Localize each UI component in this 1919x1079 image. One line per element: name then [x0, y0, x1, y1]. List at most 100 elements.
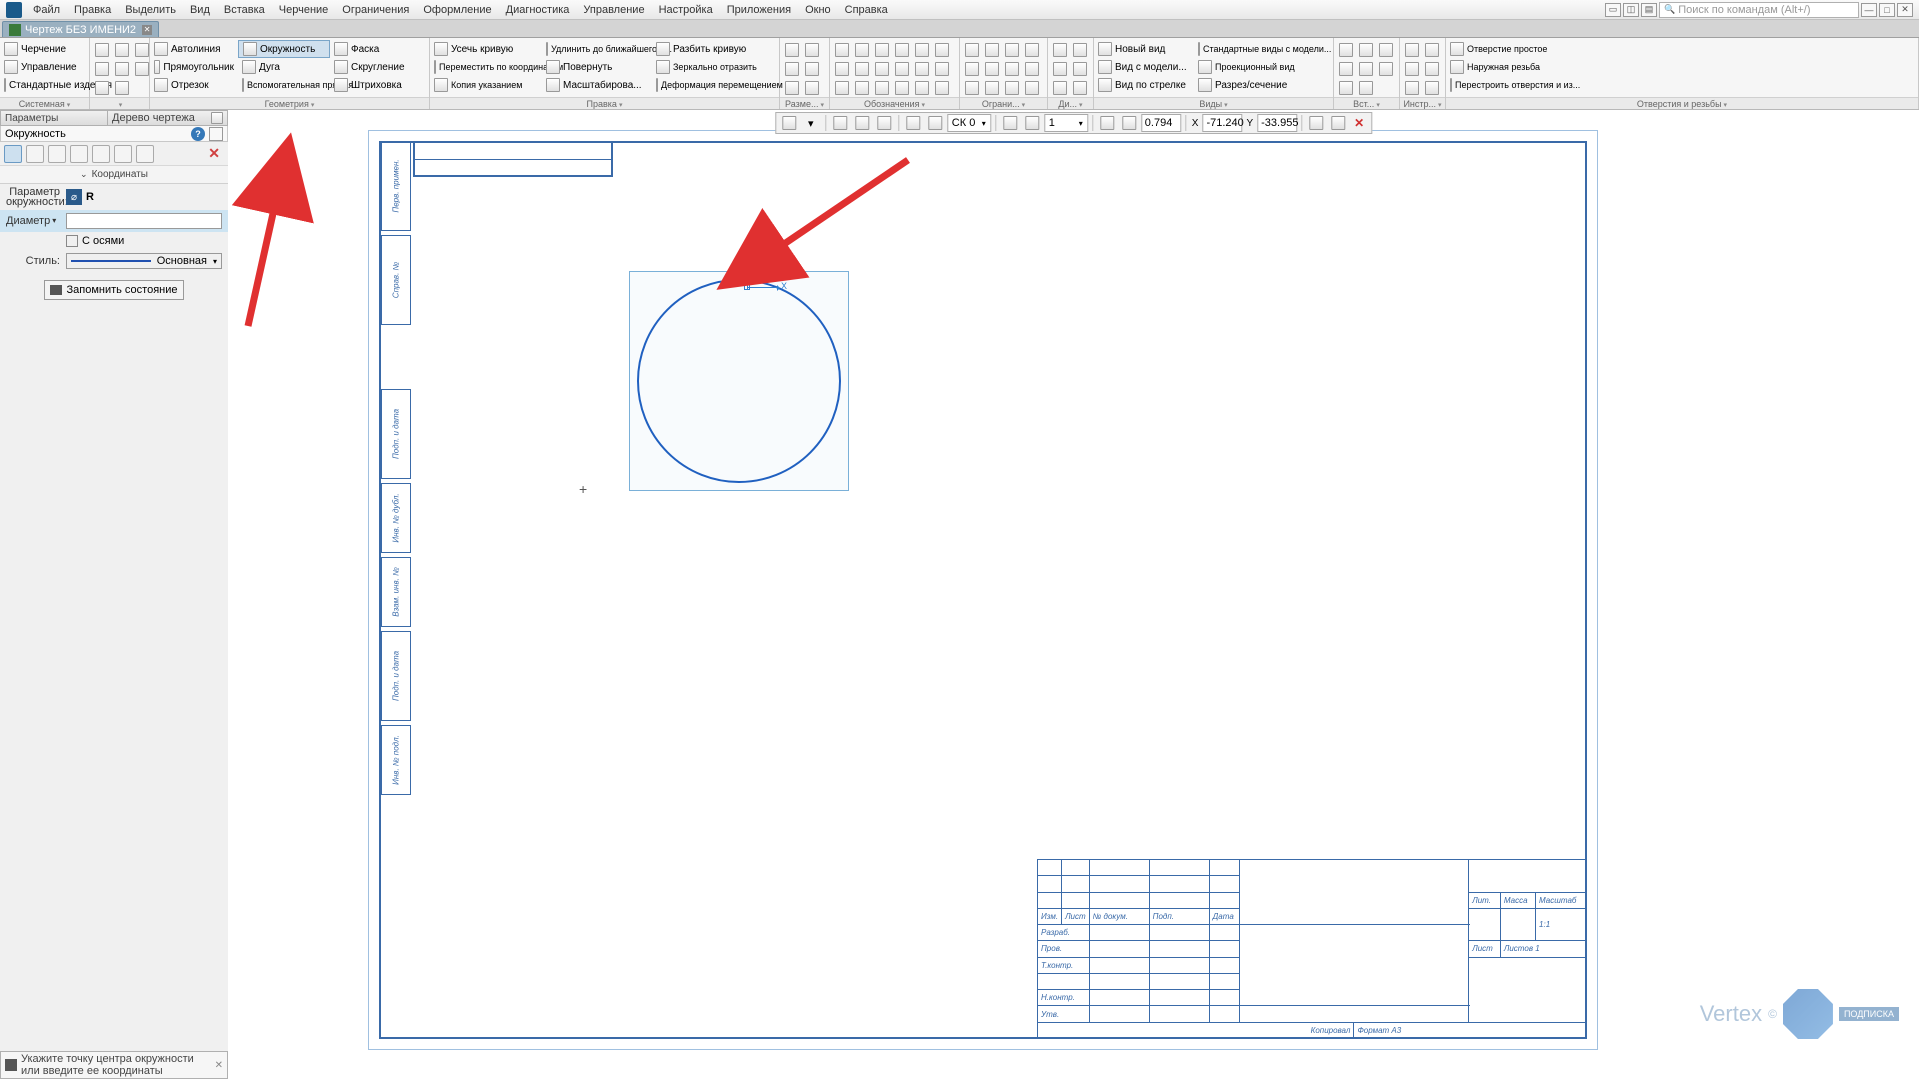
- coords-section-header[interactable]: Координаты: [0, 166, 228, 184]
- con-12[interactable]: [1022, 78, 1042, 97]
- tool-fillet[interactable]: Скругление: [330, 58, 420, 76]
- tool-segment[interactable]: Отрезок: [150, 76, 238, 94]
- menu-settings[interactable]: Настройка: [652, 2, 720, 18]
- tool-rotate[interactable]: Повернуть: [542, 58, 652, 76]
- con-9[interactable]: [962, 78, 982, 97]
- menu-file[interactable]: Файл: [26, 2, 67, 18]
- vt-zoomin[interactable]: [1119, 114, 1139, 132]
- maximize-button[interactable]: □: [1879, 3, 1895, 17]
- close-button[interactable]: ✕: [1897, 3, 1913, 17]
- con-7[interactable]: [1002, 59, 1022, 78]
- scale-combo[interactable]: 1: [1044, 114, 1088, 132]
- diag-3[interactable]: [1050, 59, 1070, 78]
- tool-arc[interactable]: Дуга: [238, 58, 330, 76]
- ann-12[interactable]: [932, 59, 952, 78]
- vt-b[interactable]: [874, 114, 894, 132]
- menu-constraints[interactable]: Ограничения: [335, 2, 416, 18]
- save-file[interactable]: [132, 40, 152, 59]
- view-model[interactable]: Вид с модели...: [1094, 58, 1194, 76]
- menu-insert[interactable]: Вставка: [217, 2, 272, 18]
- vt-a[interactable]: [852, 114, 872, 132]
- vt-pen[interactable]: [1328, 114, 1348, 132]
- mode-drawing[interactable]: Черчение: [0, 40, 90, 58]
- dim-2[interactable]: [802, 40, 822, 59]
- save-state-button[interactable]: Запомнить состояние: [44, 280, 184, 300]
- help-icon[interactable]: ?: [191, 127, 205, 141]
- ann-8[interactable]: [852, 59, 872, 78]
- panel-close-icon[interactable]: ✕: [204, 145, 224, 162]
- tool-circle[interactable]: Окружность: [238, 40, 330, 58]
- diag-1[interactable]: [1050, 40, 1070, 59]
- mode-std-parts[interactable]: Стандартные изделия: [0, 76, 90, 94]
- con-10[interactable]: [982, 78, 1002, 97]
- ann-13[interactable]: [832, 78, 852, 97]
- diameter-dropdown[interactable]: Диаметр: [6, 216, 66, 226]
- diag-4[interactable]: [1070, 59, 1090, 78]
- open-file[interactable]: [112, 40, 132, 59]
- line-style-dropdown[interactable]: Основная: [66, 253, 222, 269]
- menu-help[interactable]: Справка: [838, 2, 895, 18]
- vt-c[interactable]: [1000, 114, 1020, 132]
- tool-auxline[interactable]: Вспомогательная прямая: [238, 76, 330, 94]
- diag-5[interactable]: [1050, 78, 1070, 97]
- circle-mode-2[interactable]: [26, 145, 44, 163]
- ann-18[interactable]: [932, 78, 952, 97]
- layout-btn-2[interactable]: ◫: [1623, 3, 1639, 17]
- y-coord-value[interactable]: -33.955: [1257, 114, 1297, 132]
- ins-1[interactable]: [1336, 40, 1356, 59]
- tool-mirror[interactable]: Зеркально отразить: [652, 58, 772, 76]
- dim-6[interactable]: [802, 78, 822, 97]
- x-coord-value[interactable]: -71.240: [1202, 114, 1242, 132]
- with-axes-checkbox[interactable]: [66, 235, 78, 247]
- hole-simple[interactable]: Отверстие простое: [1446, 40, 1576, 58]
- tool-autoline[interactable]: Автолиния: [150, 40, 238, 58]
- ins-6[interactable]: [1376, 59, 1396, 78]
- ins-4[interactable]: [1336, 59, 1356, 78]
- t3[interactable]: [1402, 59, 1422, 78]
- circle-mode-3[interactable]: [48, 145, 66, 163]
- gear-icon[interactable]: [211, 112, 223, 124]
- vt-scale[interactable]: [1022, 114, 1042, 132]
- minimize-button[interactable]: —: [1861, 3, 1877, 17]
- t5[interactable]: [1402, 78, 1422, 97]
- menu-edit[interactable]: Правка: [67, 2, 118, 18]
- tool-hatch[interactable]: Штриховка: [330, 76, 420, 94]
- ann-17[interactable]: [912, 78, 932, 97]
- circle-mode-4[interactable]: [70, 145, 88, 163]
- view-arrow[interactable]: Вид по стрелке: [1094, 76, 1194, 94]
- vt-check[interactable]: [830, 114, 850, 132]
- ann-16[interactable]: [892, 78, 912, 97]
- t4[interactable]: [1422, 59, 1442, 78]
- vt-edit[interactable]: [1306, 114, 1326, 132]
- ann-14[interactable]: [852, 78, 872, 97]
- view-proj[interactable]: Проекционный вид: [1194, 58, 1324, 76]
- vt-cs[interactable]: [925, 114, 945, 132]
- command-search[interactable]: Поиск по командам (Alt+/): [1659, 2, 1859, 18]
- thread-ext[interactable]: Наружная резьба: [1446, 58, 1576, 76]
- new-file[interactable]: [92, 40, 112, 59]
- ann-9[interactable]: [872, 59, 892, 78]
- con-1[interactable]: [962, 40, 982, 59]
- mode-manage[interactable]: Управление: [0, 58, 90, 76]
- ann-1[interactable]: [832, 40, 852, 59]
- status-close-icon[interactable]: ✕: [215, 1060, 223, 1071]
- redo[interactable]: [112, 78, 132, 97]
- tool-rectangle[interactable]: Прямоугольник: [150, 58, 238, 76]
- menu-drawing[interactable]: Черчение: [272, 2, 336, 18]
- zoom-value[interactable]: 0.794: [1141, 114, 1181, 132]
- layout-btn-1[interactable]: ▭: [1605, 3, 1621, 17]
- dim-1[interactable]: [782, 40, 802, 59]
- vt-zoomfit[interactable]: [1097, 114, 1117, 132]
- list-icon[interactable]: [209, 127, 223, 141]
- con-5[interactable]: [962, 59, 982, 78]
- ann-10[interactable]: [892, 59, 912, 78]
- tool-deform[interactable]: Деформация перемещением: [652, 76, 772, 94]
- menu-view[interactable]: Вид: [183, 2, 217, 18]
- con-8[interactable]: [1022, 59, 1042, 78]
- con-11[interactable]: [1002, 78, 1022, 97]
- diag-6[interactable]: [1070, 78, 1090, 97]
- tool-extend[interactable]: Удлинить до ближайшего о...: [542, 40, 652, 58]
- tool-trim[interactable]: Усечь кривую: [430, 40, 542, 58]
- con-6[interactable]: [982, 59, 1002, 78]
- t2[interactable]: [1422, 40, 1442, 59]
